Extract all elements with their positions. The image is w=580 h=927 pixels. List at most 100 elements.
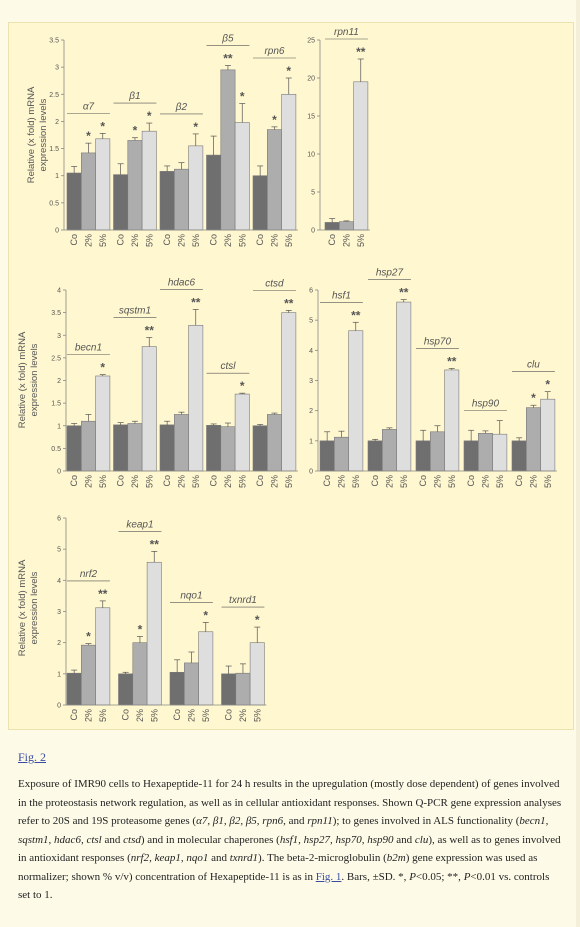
bar-group: Co 2% ** 5% hsp27 bbox=[367, 268, 412, 488]
significance-mark: * bbox=[272, 113, 277, 127]
y-axis-label: Relative (x fold) mRNA expression levels bbox=[17, 331, 40, 428]
x-tick-text: 5% bbox=[351, 475, 361, 488]
bar bbox=[252, 425, 268, 472]
x-tick-label: 2% bbox=[83, 709, 93, 722]
x-tick-text: Co bbox=[172, 709, 182, 721]
y-tick-label: 3.5 bbox=[49, 38, 59, 45]
bar-group: Co 2% 5% hsp90 bbox=[463, 399, 508, 488]
x-tick-text: 5% bbox=[144, 475, 154, 488]
y-tick-label: 5 bbox=[309, 318, 313, 325]
y-axis-label-line: expression levels bbox=[29, 571, 40, 644]
x-tick-label: Co bbox=[69, 234, 79, 246]
bar bbox=[235, 672, 251, 706]
y-tick-label: 1 bbox=[55, 173, 59, 180]
y-tick-label: 0 bbox=[55, 228, 59, 235]
y-axis-label-line: expression levels bbox=[38, 98, 49, 171]
x-tick-label: 5% bbox=[201, 709, 211, 722]
bar bbox=[234, 122, 250, 231]
x-tick-text: 2% bbox=[135, 709, 145, 722]
significance-mark: ** bbox=[145, 324, 155, 338]
x-tick-text: 5% bbox=[144, 234, 154, 247]
bar bbox=[188, 145, 204, 231]
bar bbox=[174, 168, 189, 231]
bar bbox=[188, 324, 204, 472]
significance-mark: ** bbox=[98, 587, 108, 601]
y-tick-label: 10 bbox=[307, 152, 315, 159]
y-tick-label: 0 bbox=[311, 228, 315, 235]
significance-mark: * bbox=[531, 391, 536, 405]
x-tick-label: 5% bbox=[149, 709, 159, 722]
y-tick-label: 20 bbox=[307, 76, 315, 83]
y-tick-label: 3 bbox=[309, 378, 313, 385]
figure-caption: Exposure of IMR90 cells to Hexapeptide-1… bbox=[18, 775, 563, 905]
x-tick-label: 2% bbox=[83, 475, 93, 488]
x-tick-text: Co bbox=[69, 475, 79, 487]
caption-gene-names: ctsd bbox=[123, 833, 141, 846]
significance-mark: ** bbox=[447, 354, 457, 368]
bar bbox=[113, 174, 129, 231]
y-tick-label: 1 bbox=[309, 438, 313, 445]
x-tick-text: 5% bbox=[149, 709, 159, 722]
gene-label: becn1 bbox=[75, 343, 102, 354]
caption-text: ) and in molecular chaperones ( bbox=[140, 833, 280, 846]
x-tick-text: Co bbox=[69, 709, 79, 721]
x-tick-label: 2% bbox=[384, 475, 394, 488]
bar bbox=[66, 172, 82, 231]
x-tick-label: 5% bbox=[191, 475, 201, 488]
x-tick-text: 2% bbox=[528, 475, 538, 488]
significance-mark: ** bbox=[356, 45, 366, 59]
caption-figure-link[interactable]: Fig. 1 bbox=[315, 870, 342, 883]
bar bbox=[127, 140, 143, 231]
x-tick-text: Co bbox=[162, 234, 172, 246]
significance-mark: ** bbox=[399, 286, 409, 300]
x-tick-text: Co bbox=[116, 234, 126, 246]
x-tick-label: 2% bbox=[223, 475, 233, 488]
bar bbox=[266, 414, 282, 472]
x-tick-label: Co bbox=[121, 709, 131, 721]
x-tick-label: 2% bbox=[130, 234, 140, 247]
bar bbox=[367, 440, 383, 472]
y-tick-label: 3.5 bbox=[51, 310, 61, 317]
x-tick-label: 5% bbox=[284, 234, 294, 247]
bar bbox=[252, 175, 268, 231]
gene-label: α7 bbox=[83, 101, 95, 112]
figure-link[interactable]: Fig. 2 bbox=[18, 750, 47, 764]
bar-group: Co 2% * 5% ctsl bbox=[206, 361, 250, 488]
x-tick-text: Co bbox=[327, 234, 337, 246]
y-tick-label: 1.5 bbox=[51, 401, 61, 408]
x-tick-label: 5% bbox=[495, 475, 505, 488]
x-tick-label: 5% bbox=[191, 234, 201, 247]
significance-mark: * bbox=[86, 129, 91, 143]
x-tick-label: 2% bbox=[83, 234, 93, 247]
caption-text: <0.05; **, bbox=[415, 870, 464, 883]
bar bbox=[463, 440, 479, 472]
caption-gene-names: clu bbox=[414, 833, 429, 846]
bar-group: Co * 2% * 5% α7 bbox=[66, 101, 111, 247]
x-tick-text: 2% bbox=[130, 475, 140, 488]
gene-label: hsp70 bbox=[424, 336, 452, 347]
x-tick-label: 2% bbox=[336, 475, 346, 488]
x-tick-label: 5% bbox=[356, 234, 366, 247]
gene-label: ctsl bbox=[220, 361, 236, 372]
bar bbox=[525, 407, 541, 472]
bar bbox=[146, 561, 162, 706]
caption-text: <0.01 vs. controls set to 1. bbox=[18, 870, 550, 902]
bar bbox=[415, 440, 431, 472]
caption-gene-names: txnrd1 bbox=[229, 852, 259, 864]
x-tick-text: 5% bbox=[191, 475, 201, 488]
bar bbox=[333, 436, 349, 472]
chart-panel: 0 0.5 1 1.5 2 2.5 3 3.5 4 Relative (x fold) mRNA e… bbox=[17, 277, 298, 488]
y-tick-label: 0.5 bbox=[51, 446, 61, 453]
y-tick-label: 1 bbox=[57, 671, 61, 678]
y-tick-label: 3 bbox=[57, 609, 61, 616]
gene-label: hdac6 bbox=[168, 277, 196, 288]
bar bbox=[249, 642, 265, 706]
bar bbox=[81, 152, 96, 231]
y-tick-label: 2 bbox=[309, 408, 313, 415]
bar bbox=[324, 222, 340, 231]
bar-group: Co 2% ** 5% sqstm1 bbox=[113, 306, 157, 488]
x-tick-label: Co bbox=[162, 475, 172, 487]
y-tick-label: 4 bbox=[309, 348, 313, 355]
